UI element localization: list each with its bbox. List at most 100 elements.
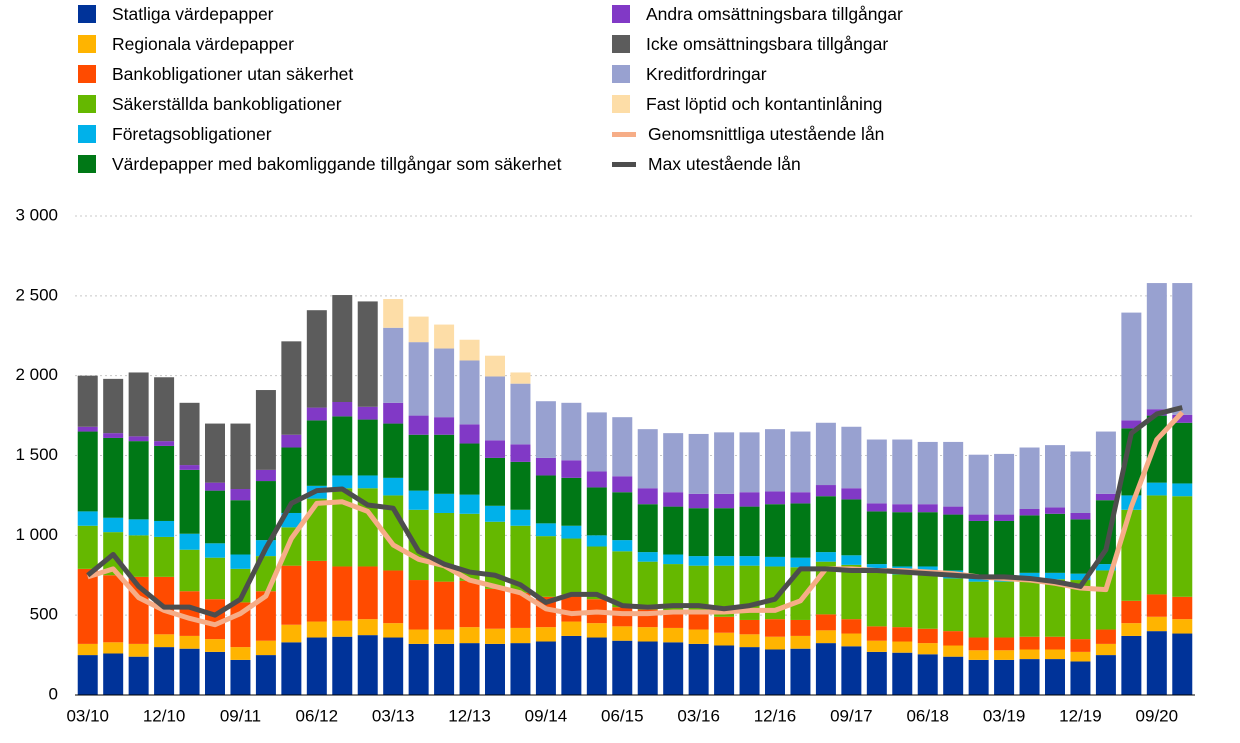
bar-segment bbox=[866, 626, 887, 641]
bar-segment bbox=[739, 634, 760, 648]
bar-segment bbox=[612, 492, 633, 541]
bar-segment bbox=[688, 433, 709, 494]
bar-segment bbox=[1172, 283, 1193, 415]
bar-segment bbox=[103, 653, 124, 695]
bar-segment bbox=[103, 378, 124, 434]
bar-segment bbox=[1070, 451, 1091, 513]
bar-segment bbox=[561, 621, 582, 636]
bar-segment bbox=[714, 493, 735, 509]
bar-segment bbox=[1146, 631, 1167, 695]
bar-segment bbox=[1045, 579, 1065, 637]
bar-segment bbox=[612, 417, 633, 477]
bar-segment bbox=[790, 635, 811, 649]
bar-segment bbox=[612, 626, 633, 641]
legend-label: Företagsobligationer bbox=[112, 124, 272, 144]
bar-segment bbox=[1045, 513, 1065, 573]
x-tick-label: 03/16 bbox=[677, 706, 720, 725]
bar-segment bbox=[765, 556, 785, 567]
bar-segment bbox=[892, 627, 913, 642]
bar-segment bbox=[281, 527, 302, 566]
bar-segment bbox=[332, 620, 353, 637]
bar-segment bbox=[1172, 422, 1193, 484]
bar-segment bbox=[383, 402, 404, 424]
legend-item: Bankobligationer utan säkerhet bbox=[78, 62, 582, 86]
bar-segment bbox=[434, 348, 455, 418]
bar-segment bbox=[739, 556, 760, 566]
bar-segment bbox=[561, 477, 582, 526]
bar-segment bbox=[255, 481, 276, 541]
bar-segment bbox=[1070, 639, 1091, 652]
bar-segment bbox=[408, 509, 429, 581]
bar-segment bbox=[485, 588, 505, 629]
x-tick-label: 09/14 bbox=[525, 706, 568, 725]
legend-label: Regionala värdepapper bbox=[112, 34, 294, 54]
bar-segment bbox=[866, 572, 887, 627]
bar-segment bbox=[561, 402, 582, 461]
bar-segment bbox=[765, 504, 785, 557]
bar-segment bbox=[1045, 659, 1065, 695]
legend-item: Säkerställda bankobligationer bbox=[78, 92, 582, 116]
x-tick-label: 06/12 bbox=[296, 706, 339, 725]
bar-segment bbox=[77, 375, 98, 427]
x-tick-label: 03/10 bbox=[66, 706, 109, 725]
bar-segment bbox=[841, 488, 862, 500]
bar-segment bbox=[688, 565, 709, 614]
legend-swatch bbox=[78, 95, 96, 113]
bar-segment bbox=[612, 607, 633, 627]
bar-segment bbox=[230, 554, 251, 569]
bar-segment bbox=[485, 628, 505, 644]
bar-segment bbox=[179, 635, 200, 649]
bar-segment bbox=[383, 327, 404, 403]
legend-label: Kreditfordringar bbox=[646, 64, 767, 84]
bar-segment bbox=[688, 493, 709, 509]
legend-label: Säkerställda bankobligationer bbox=[112, 94, 342, 114]
bar-segment bbox=[535, 641, 556, 695]
bar-segment bbox=[281, 624, 302, 643]
bar-segment bbox=[815, 614, 836, 631]
bar-segment bbox=[1172, 619, 1193, 634]
bar-segment bbox=[841, 633, 862, 647]
bar-segment bbox=[383, 570, 404, 624]
bar-segment bbox=[281, 642, 302, 695]
bar-segment bbox=[434, 629, 455, 644]
bar-segment bbox=[561, 635, 582, 695]
bar-segment bbox=[1070, 661, 1091, 695]
bar-segment bbox=[841, 564, 862, 620]
bar-segment bbox=[866, 511, 887, 565]
x-tick-label: 06/18 bbox=[906, 706, 949, 725]
bar-segment bbox=[332, 475, 353, 489]
bar-segment bbox=[103, 437, 124, 518]
bar-segment bbox=[205, 543, 225, 558]
bar-segment bbox=[459, 360, 480, 425]
bar-segment bbox=[612, 551, 633, 608]
bar-segment bbox=[561, 460, 582, 478]
bar-segment bbox=[179, 549, 200, 592]
bar-segment bbox=[205, 651, 225, 695]
bar-segment bbox=[154, 634, 175, 648]
bar-segment bbox=[103, 575, 124, 643]
bar-segment bbox=[383, 477, 404, 496]
bar-segment bbox=[739, 432, 760, 493]
bar-segment bbox=[535, 401, 556, 458]
bar-segment bbox=[663, 564, 684, 612]
bar-segment bbox=[281, 565, 302, 625]
bar-segment bbox=[994, 514, 1015, 521]
x-tick-label: 09/20 bbox=[1136, 706, 1179, 725]
legend-item: Företagsobligationer bbox=[78, 122, 582, 146]
bar-segment bbox=[714, 432, 735, 494]
bar-segment bbox=[408, 342, 429, 416]
bar-segment bbox=[841, 555, 862, 565]
bar-segment bbox=[1019, 579, 1040, 637]
bar-segment bbox=[408, 434, 429, 491]
bar-segment bbox=[1172, 414, 1193, 423]
bar-segment bbox=[459, 643, 480, 695]
bar-segment bbox=[77, 431, 98, 512]
bar-segment bbox=[790, 492, 811, 504]
bar-segment bbox=[1172, 633, 1193, 695]
bar-segment bbox=[1045, 507, 1065, 514]
bar-segment bbox=[434, 434, 455, 494]
bar-segment bbox=[510, 509, 531, 526]
bar-segment bbox=[994, 659, 1015, 695]
bar-segment bbox=[485, 376, 505, 441]
bar-segment bbox=[434, 581, 455, 630]
